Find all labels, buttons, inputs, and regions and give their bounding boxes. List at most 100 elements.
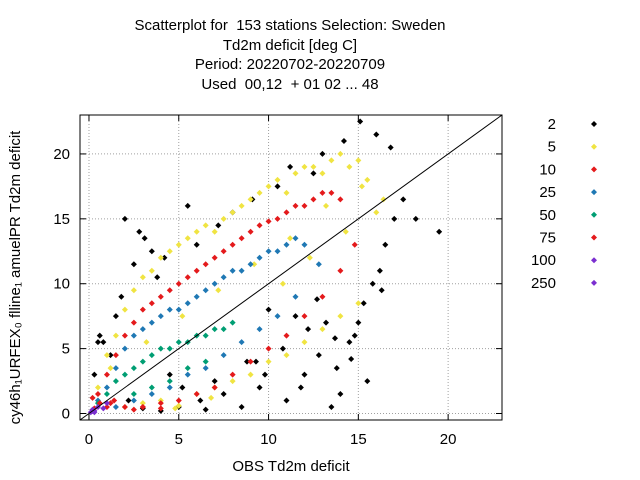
data-point [279, 345, 286, 352]
data-point [287, 235, 294, 242]
data-point [244, 358, 251, 365]
data-point [301, 202, 308, 209]
data-point [292, 293, 299, 300]
data-point [121, 306, 128, 313]
y-tick-label: 5 [62, 341, 70, 358]
chart-title: Scatterplot for 153 stations Selection: … [80, 16, 500, 94]
series-2 [91, 118, 443, 414]
data-point [94, 391, 101, 398]
data-point [328, 157, 335, 164]
data-point [333, 365, 340, 372]
data-point [118, 293, 125, 300]
data-point [175, 402, 182, 409]
data-point [172, 405, 179, 412]
data-point [121, 345, 128, 352]
grid-lines [80, 115, 502, 420]
data-point [369, 280, 376, 287]
data-point [265, 183, 272, 190]
data-point [265, 358, 272, 365]
data-point [340, 137, 347, 144]
data-point [154, 274, 161, 281]
data-point [202, 222, 209, 229]
data-point [184, 274, 191, 281]
data-point [238, 267, 245, 274]
data-point [283, 397, 290, 404]
data-point [355, 319, 362, 326]
data-point [261, 371, 268, 378]
data-point [220, 352, 227, 359]
data-point [360, 300, 367, 307]
data-point [148, 248, 155, 255]
data-point [139, 306, 146, 313]
data-point [130, 406, 137, 413]
x-tick-label: 15 [350, 431, 367, 448]
data-point [103, 391, 110, 398]
data-point [355, 300, 362, 307]
legend-label: 2 [548, 116, 556, 133]
data-point [121, 404, 128, 411]
data-point [274, 248, 281, 255]
data-point [91, 407, 98, 414]
data-point [331, 335, 338, 342]
data-point [103, 384, 110, 391]
data-point [100, 405, 107, 412]
x-tick-label: 0 [85, 431, 93, 448]
data-point [157, 254, 164, 261]
plot-frame [79, 114, 503, 421]
data-point [373, 131, 380, 138]
data-point [175, 280, 182, 287]
data-point [112, 365, 119, 372]
data-point [184, 300, 191, 307]
data-point [256, 326, 263, 333]
data-point [251, 261, 258, 268]
data-point [107, 400, 114, 407]
title-line-2: Td2m deficit [deg C] [222, 36, 358, 54]
data-point [139, 358, 146, 365]
legend-marker [591, 234, 597, 241]
data-point [256, 222, 263, 229]
data-point [175, 241, 182, 248]
data-point [346, 339, 353, 346]
data-point [157, 405, 164, 412]
data-point [166, 248, 173, 255]
data-point [112, 313, 119, 320]
data-point [130, 391, 137, 398]
data-point [292, 313, 299, 320]
data-point [297, 384, 304, 391]
data-point [112, 352, 119, 359]
data-point [148, 352, 155, 359]
data-point [211, 326, 218, 333]
data-point [166, 345, 173, 352]
data-point [148, 319, 155, 326]
data-point [292, 235, 299, 242]
data-point [283, 241, 290, 248]
data-point [220, 215, 227, 222]
data-point [315, 261, 322, 268]
legend-marker [591, 189, 597, 196]
data-point [148, 300, 155, 307]
data-point [220, 391, 227, 398]
data-point [337, 196, 344, 203]
data-point [197, 397, 204, 404]
data-point [130, 397, 137, 404]
data-point [121, 332, 128, 339]
data-point [274, 183, 281, 190]
data-point [136, 228, 143, 235]
data-point [364, 378, 371, 385]
data-point [211, 280, 218, 287]
data-point [166, 378, 173, 385]
legend-marker [591, 279, 597, 286]
data-point [358, 183, 365, 190]
data-point [265, 345, 272, 352]
data-point [220, 248, 227, 255]
data-point [252, 358, 259, 365]
data-point [351, 332, 358, 339]
data-point [175, 339, 182, 346]
title-line-1: Scatterplot for 153 stations Selection: … [134, 17, 446, 34]
data-point [166, 384, 173, 391]
data-point [306, 254, 313, 261]
data-point [265, 248, 272, 255]
data-point [139, 274, 146, 281]
data-point [376, 267, 383, 274]
data-point [215, 287, 222, 294]
